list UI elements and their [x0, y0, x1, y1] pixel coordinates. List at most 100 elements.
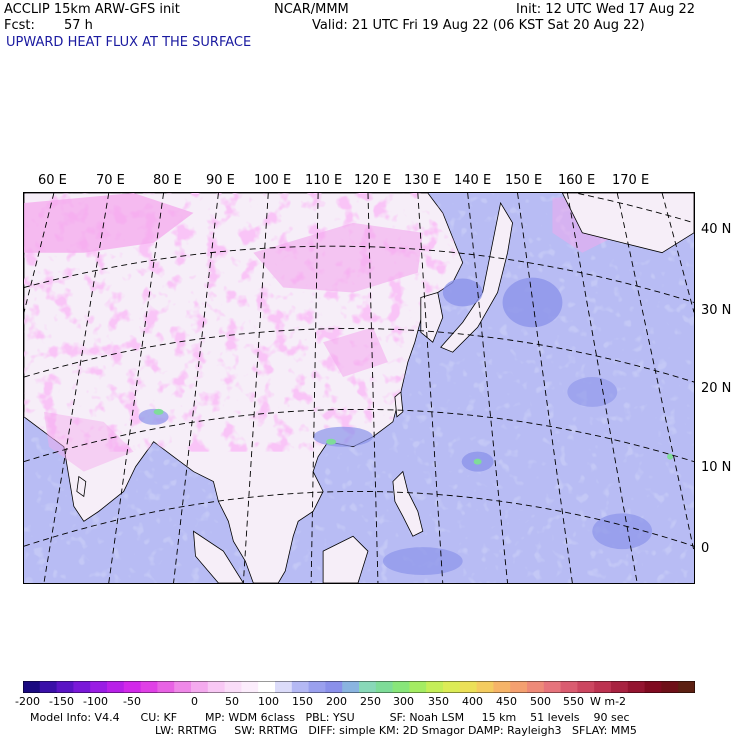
- colorbar-tick-label: 550: [563, 695, 584, 708]
- lon-label: 100 E: [254, 173, 292, 188]
- colorbar-cell: [207, 681, 226, 693]
- colorbar-tick-label: 450: [496, 695, 517, 708]
- valid-time: Valid: 21 UTC Fri 19 Aug 22 (06 KST Sat …: [312, 18, 645, 33]
- colorbar-cell: [443, 681, 461, 693]
- colorbar-tick-label: 50: [225, 695, 239, 708]
- colorbar-unit: W m-2: [590, 695, 627, 708]
- lon-label: 140 E: [454, 173, 492, 188]
- colorbar-cell: [140, 681, 158, 693]
- latitude-grid: [24, 193, 694, 547]
- lon-label: 160 E: [558, 173, 596, 188]
- japan-islands: [440, 201, 513, 353]
- colorbar-tick-label: 150: [292, 695, 313, 708]
- colorbar-cell: [23, 681, 41, 693]
- pink-flux-zone: [323, 327, 388, 378]
- borneo-island: [322, 535, 369, 583]
- colorbar-cell: [392, 681, 410, 693]
- colorbar-cell: [560, 681, 578, 693]
- colorbar-cell: [661, 681, 679, 693]
- colorbar-cell: [476, 681, 494, 693]
- lat-label: 20 N: [701, 381, 732, 396]
- heat-flux-map: [23, 192, 695, 584]
- lon-label: 70 E: [96, 173, 125, 188]
- model-title: ACCLIP 15km ARW-GFS init: [4, 2, 180, 17]
- high-flux-spot: [326, 438, 337, 445]
- colorbar-cell: [577, 681, 595, 693]
- colorbar-tick-label: -200: [15, 695, 40, 708]
- high-flux-spot: [667, 453, 674, 460]
- colorbar-tick-label: 200: [326, 695, 347, 708]
- colorbar-cell: [627, 681, 646, 693]
- colorbar-cell: [241, 681, 259, 693]
- pink-flux-zone: [253, 222, 423, 293]
- high-flux-spot: [473, 458, 482, 465]
- colorbar-tick-label: 500: [530, 695, 551, 708]
- lon-label: 60 E: [38, 173, 67, 188]
- sri-lanka-island: [76, 475, 87, 498]
- colorbar-cell: [191, 681, 209, 693]
- lat-label: 10 N: [701, 460, 732, 475]
- philippines-islands: [392, 470, 424, 537]
- ocean-patch: [313, 426, 373, 447]
- init-time: Init: 12 UTC Wed 17 Aug 22: [516, 2, 696, 17]
- colorbar-cell: [426, 681, 444, 693]
- colorbar-cell: [174, 681, 192, 693]
- colorbar-tick-label: -50: [123, 695, 141, 708]
- colorbar-tick-label: 300: [393, 695, 414, 708]
- colorbar-cell: [73, 681, 91, 693]
- colorbar-cell: [224, 681, 242, 693]
- colorbar-tick-label: 250: [360, 695, 381, 708]
- lon-label: 130 E: [404, 173, 442, 188]
- colorbar-cell: [527, 681, 545, 693]
- forecast-label: Fcst:: [4, 18, 35, 33]
- colorbar-cell: [510, 681, 528, 693]
- ocean-patch: [138, 408, 169, 425]
- colorbar-cell: [594, 681, 612, 693]
- high-flux-spot: [153, 408, 164, 415]
- colorbar-tick-label: 0: [191, 695, 198, 708]
- colorbar-tick-label: 400: [462, 695, 483, 708]
- colorbar-cell: [409, 681, 427, 693]
- lat-label: 40 N: [701, 222, 732, 237]
- colorbar-tick-label: -100: [83, 695, 108, 708]
- colorbar-tick-label: 350: [428, 695, 449, 708]
- colorbar-cell: [308, 681, 326, 693]
- colorbar-cell: [90, 681, 108, 693]
- colorbar-cell: [678, 681, 695, 693]
- colorbar-cell: [459, 681, 478, 693]
- lon-label: 110 E: [305, 173, 343, 188]
- sumatra-island: [193, 530, 244, 583]
- model-info-line2: LW: RRTMG SW: RRTMG DIFF: simple KM: 2D …: [155, 724, 637, 737]
- colorbar-cell: [375, 681, 394, 693]
- lon-label: 80 E: [153, 173, 182, 188]
- colorbar-cell: [611, 681, 629, 693]
- ocean-patch: [592, 513, 653, 550]
- lat-label: 30 N: [701, 303, 732, 318]
- forecast-hour: 57 h: [64, 18, 93, 33]
- colorbar-cell: [342, 681, 360, 693]
- colorbar-cell: [543, 681, 562, 693]
- colorbar-cell: [493, 681, 511, 693]
- colorbar-cell: [123, 681, 142, 693]
- ocean-patch: [442, 278, 483, 307]
- lon-label: 90 E: [206, 173, 235, 188]
- longitude-grid: [24, 193, 694, 583]
- colorbar-cell: [56, 681, 74, 693]
- colorbar-cell: [39, 681, 58, 693]
- model-info-line1: Model Info: V4.4 CU: KF MP: WDM 6class P…: [30, 711, 630, 724]
- ocean-patch: [567, 377, 618, 407]
- colorbar-cell: [107, 681, 125, 693]
- lat-label: 0: [701, 541, 710, 556]
- colorbar-tick-label: 100: [258, 695, 279, 708]
- center-name: NCAR/MMM: [274, 2, 349, 17]
- colorbar-cell: [359, 681, 377, 693]
- colorbar-tick-label: -150: [49, 695, 74, 708]
- northeast-land: [561, 193, 694, 254]
- colorbar-cell: [258, 681, 276, 693]
- pink-flux-zone: [24, 193, 194, 253]
- ocean-patch: [382, 547, 463, 576]
- colorbar-cell: [157, 681, 175, 693]
- field-title: UPWARD HEAT FLUX AT THE SURFACE: [6, 35, 252, 50]
- colorbar-cell: [291, 681, 310, 693]
- colorbar: [23, 681, 695, 693]
